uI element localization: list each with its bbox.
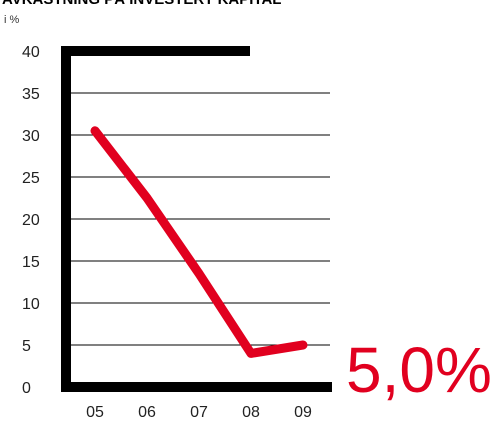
y-tick-label: 25 (22, 170, 40, 187)
y-tick-label: 15 (22, 254, 40, 271)
y-tick-label: 10 (22, 296, 40, 313)
x-tick-labels: 05 06 07 08 09 (86, 404, 312, 421)
x-tick-label: 07 (190, 404, 208, 421)
x-tick-label: 09 (294, 404, 312, 421)
y-tick-label: 30 (22, 128, 40, 145)
y-tick-label: 20 (22, 212, 40, 229)
y-tick-label: 40 (22, 44, 40, 61)
series-group (90, 126, 308, 358)
y-tick-label: 5 (22, 338, 31, 355)
gridlines (66, 92, 330, 346)
y-tick-labels: 0 5 10 15 20 25 30 35 40 (22, 44, 40, 397)
series-line (90, 126, 308, 358)
unit-label: i % (4, 14, 20, 26)
chart-title: AVKASTNING PÅ INVESTERT KAPITAL (2, 0, 281, 8)
y-tick-label: 35 (22, 86, 40, 103)
axis-frame (61, 46, 332, 392)
x-tick-label: 05 (86, 404, 104, 421)
x-tick-label: 06 (138, 404, 156, 421)
y-tick-label: 0 (22, 380, 31, 397)
x-tick-label: 08 (242, 404, 260, 421)
highlight-value: 5,0% (346, 334, 492, 406)
